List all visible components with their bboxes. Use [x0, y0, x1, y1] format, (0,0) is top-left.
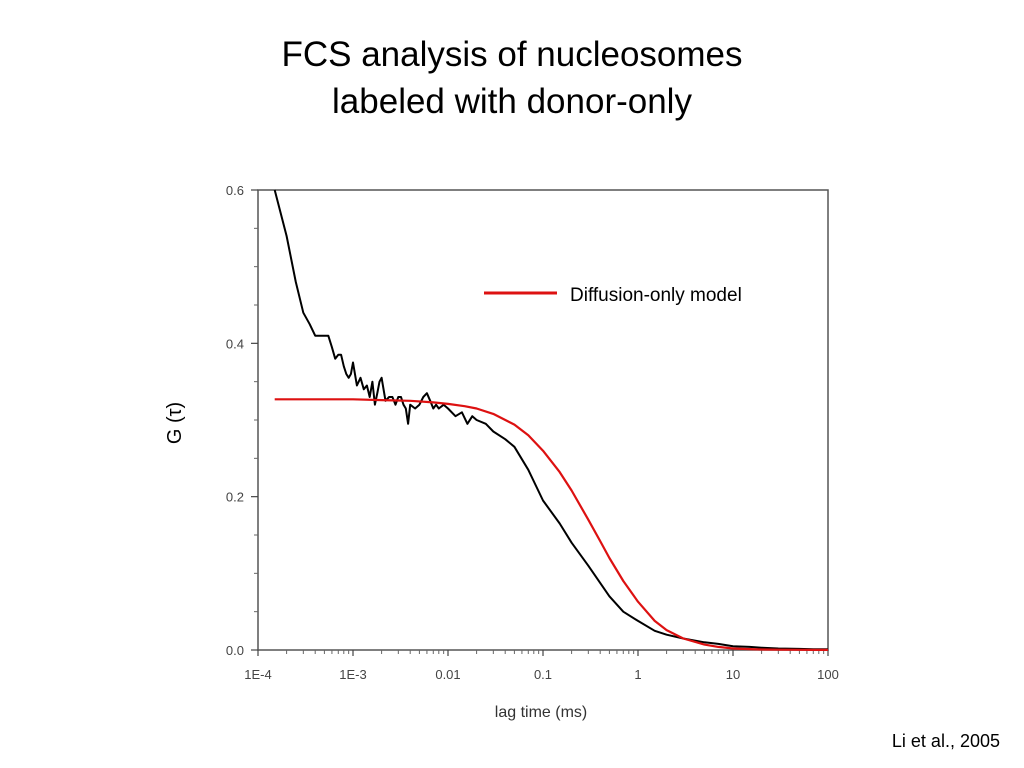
slide-title-line-2: labeled with donor-only [332, 82, 692, 121]
data-curve [273, 189, 828, 651]
y-tick-label: 0.6 [226, 183, 244, 198]
y-tick-label: 0.2 [226, 490, 244, 505]
y-tick-label: 0.4 [226, 336, 244, 351]
legend: Diffusion-only model [484, 285, 742, 306]
x-tick-label: 1 [634, 667, 641, 682]
x-tick-label: 100 [817, 667, 839, 682]
slide-title-line-1: FCS analysis of nucleosomes [281, 35, 743, 74]
y-axis-title: G (τ) [164, 402, 186, 444]
x-tick-label: 1E-3 [339, 667, 366, 682]
x-tick-label: 0.1 [534, 667, 552, 682]
x-tick-label: 0.01 [435, 667, 460, 682]
axes-layer: 1E-4 1E-3 0.01 0.1 1 10 100 0.0 0.2 0.4 0.6 [226, 183, 839, 682]
x-axis-title: lag time (ms) [495, 704, 587, 721]
y-tick-label: 0.0 [226, 643, 244, 658]
citation: Li et al., 2005 [891, 731, 1000, 751]
plot-frame [257, 189, 829, 651]
x-tick-label: 1E-4 [244, 667, 271, 682]
legend-label-model: Diffusion-only model [570, 285, 742, 306]
model-curve [274, 398, 828, 652]
series-layer [273, 189, 828, 652]
x-tick-label: 10 [726, 667, 740, 682]
